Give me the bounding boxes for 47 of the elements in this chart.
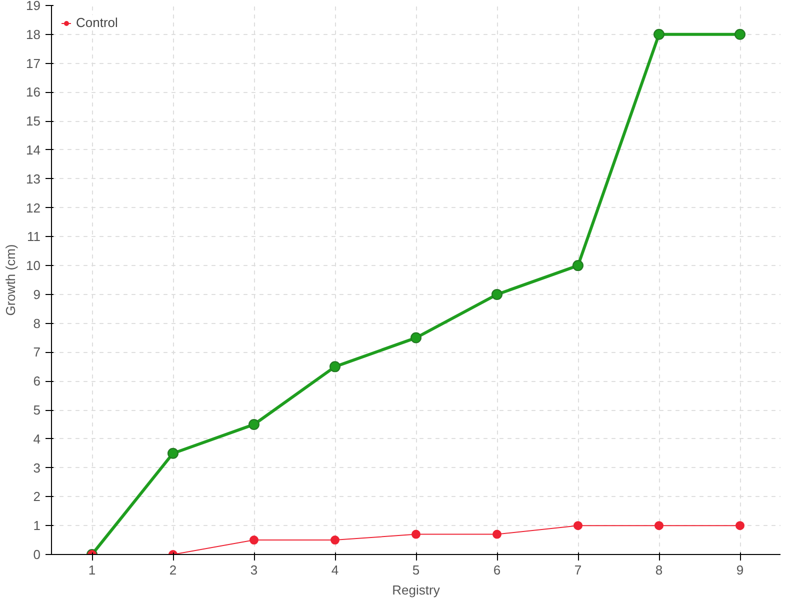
x-tick-label: 5 — [412, 562, 420, 578]
y-axis-title: Growth (cm) — [3, 244, 18, 316]
x-tick-label: 3 — [250, 562, 258, 578]
y-tick-label: 17 — [26, 56, 41, 71]
x-tick-label: 6 — [493, 562, 501, 578]
point — [572, 260, 584, 272]
x-axis-title: Registry — [392, 582, 440, 598]
x-tick-label: 1 — [88, 562, 96, 578]
y-tick-label: 16 — [26, 84, 41, 100]
y-tick-label: 15 — [26, 114, 41, 129]
y-tick-label: 5 — [33, 402, 41, 418]
y-tick-label: 1 — [33, 518, 41, 534]
point — [734, 28, 746, 40]
y-tick-label: 4 — [33, 431, 41, 446]
x-tick-label: 4 — [331, 562, 339, 578]
point — [168, 448, 178, 459]
y-tick-label: 19 — [26, 0, 41, 13]
y-tick-label: 14 — [26, 142, 41, 158]
x-tick-label: 8 — [655, 562, 663, 578]
point — [736, 521, 744, 530]
y-tick-label: 12 — [26, 200, 41, 216]
y-tick-label: 3 — [33, 460, 41, 476]
y-tick-label: 10 — [26, 258, 41, 274]
point — [492, 530, 502, 539]
point — [410, 332, 422, 344]
y-tick-label: 18 — [26, 26, 41, 42]
point — [250, 536, 258, 545]
point — [248, 418, 260, 430]
point — [574, 521, 582, 530]
point — [330, 361, 340, 372]
y-tick-label: 13 — [26, 171, 41, 186]
x-tick-label: 2 — [169, 562, 177, 578]
point — [330, 536, 340, 545]
point — [654, 28, 664, 40]
y-tick-label: 7 — [33, 344, 41, 360]
y-tick-label: 6 — [33, 374, 41, 389]
x-tick-label: 7 — [574, 562, 582, 578]
y-tick-label: 2 — [33, 489, 41, 504]
point — [412, 530, 420, 539]
point — [654, 521, 664, 530]
y-tick-label: 8 — [33, 316, 41, 331]
y-tick-label: 0 — [33, 547, 41, 562]
x-tick-label: 9 — [736, 562, 744, 578]
point — [492, 288, 502, 300]
y-tick-label: 11 — [27, 229, 41, 244]
y-tick-label: 9 — [33, 286, 41, 302]
legend-label: Control — [76, 15, 118, 30]
